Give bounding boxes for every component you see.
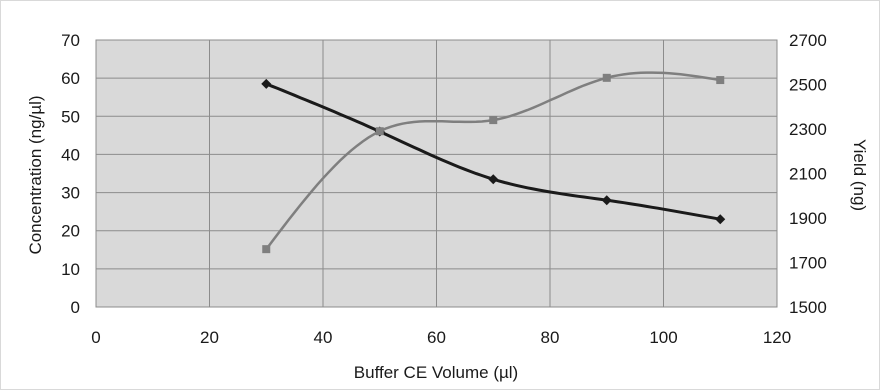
y-tick-label: 60 — [61, 69, 80, 88]
y2-tick-label: 1500 — [789, 298, 827, 317]
y-axis-ticks: 0 10 20 30 40 50 60 70 — [61, 31, 80, 317]
y-tick-label: 10 — [61, 260, 80, 279]
y-axis-title: Concentration (ng/µl) — [26, 95, 45, 254]
x-tick-label: 100 — [649, 328, 677, 347]
series-1-point — [601, 195, 612, 206]
series-2-point — [489, 116, 498, 125]
series-1-point — [261, 78, 272, 89]
y2-tick-label: 1700 — [789, 254, 827, 273]
series-1-point — [488, 174, 499, 185]
series-2-point — [602, 73, 611, 82]
gridlines — [95, 39, 778, 308]
y2-axis-ticks: 1500 1700 1900 2100 2300 2500 2700 — [789, 31, 827, 317]
x-tick-label: 120 — [763, 328, 791, 347]
y2-tick-label: 2100 — [789, 165, 827, 184]
y2-tick-label: 2300 — [789, 120, 827, 139]
y-tick-label: 50 — [61, 107, 80, 126]
y-tick-label: 20 — [61, 222, 80, 241]
x-axis-title: Buffer CE Volume (µl) — [354, 363, 518, 382]
y2-tick-label: 2500 — [789, 76, 827, 95]
y2-tick-label: 2700 — [789, 31, 827, 50]
x-tick-label: 80 — [541, 328, 560, 347]
y-tick-label: 70 — [61, 31, 80, 50]
series-1-point — [715, 214, 726, 225]
x-tick-label: 0 — [91, 328, 100, 347]
y2-axis-title: Yield (ng) — [850, 139, 869, 211]
y-tick-label: 40 — [61, 145, 80, 164]
x-tick-label: 20 — [200, 328, 219, 347]
y-tick-label: 0 — [71, 298, 80, 317]
series-2-point — [716, 76, 725, 85]
y-tick-label: 30 — [61, 184, 80, 203]
x-tick-label: 60 — [427, 328, 446, 347]
y2-tick-label: 1900 — [789, 209, 827, 228]
series-2-point — [262, 245, 271, 254]
x-tick-label: 40 — [314, 328, 333, 347]
series-group — [261, 71, 726, 254]
x-axis-ticks: 0 20 40 60 80 100 120 — [91, 328, 791, 347]
series-2-point — [375, 127, 384, 136]
